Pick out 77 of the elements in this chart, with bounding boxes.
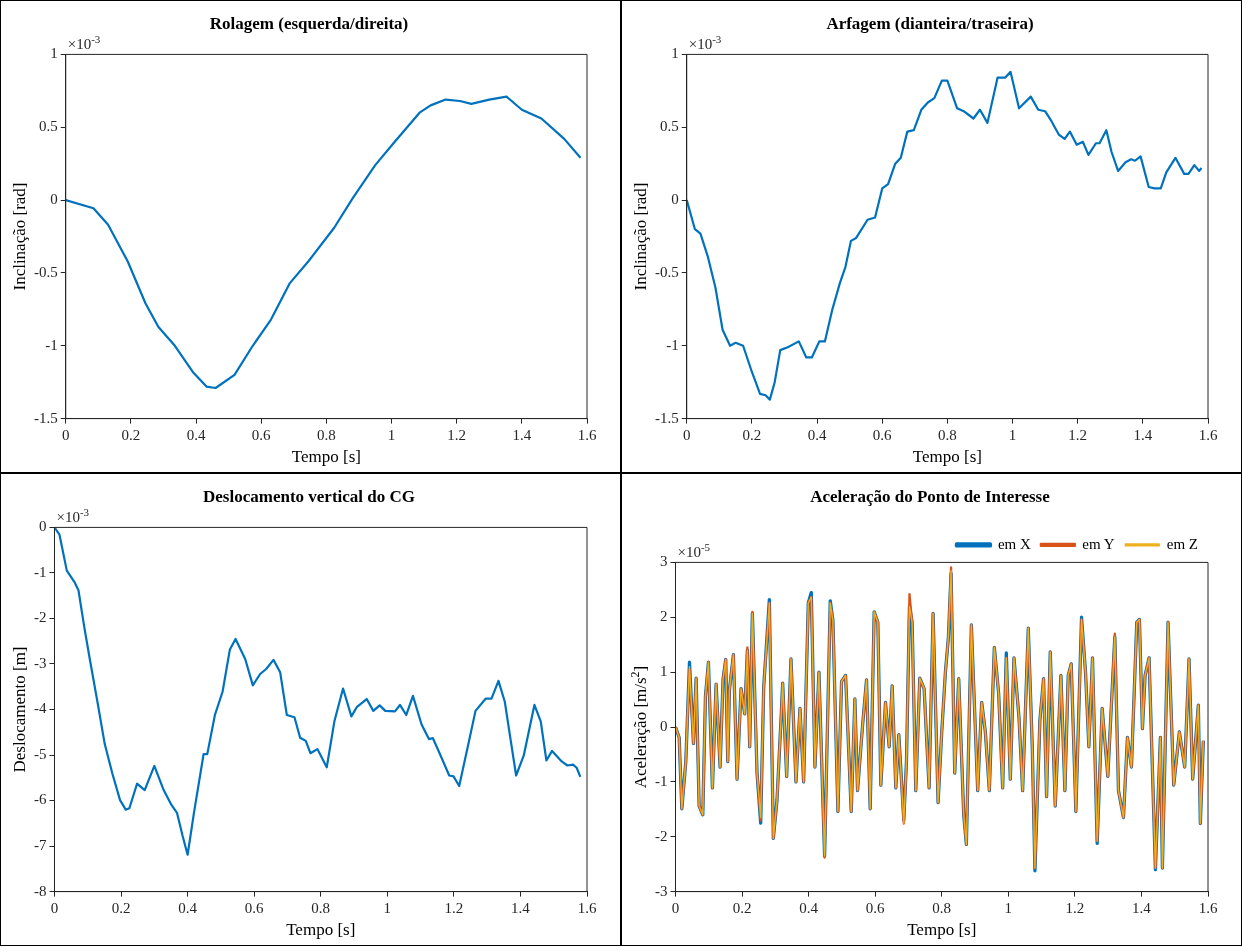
- x-axis-title: Tempo [s]: [912, 446, 982, 466]
- x-tick-label: 0: [61, 426, 69, 443]
- x-tick-label: 1.6: [1198, 899, 1218, 916]
- chart-title: Deslocamento vertical do CG: [202, 486, 415, 506]
- x-axis-title: Tempo [s]: [285, 919, 355, 939]
- y-tick-label: 0: [49, 190, 58, 207]
- x-tick-label: 1.2: [1067, 426, 1087, 443]
- x-tick-label: 0.2: [111, 899, 130, 916]
- chart-title: Arfagem (dianteira/traseira): [825, 13, 1034, 33]
- x-axis-title: Tempo [s]: [906, 919, 976, 939]
- y-tick-label: -8: [33, 882, 46, 899]
- y-tick-label: -1: [33, 563, 46, 580]
- x-tick-label: 0.4: [807, 426, 827, 443]
- x-tick-label: 1: [387, 426, 395, 443]
- x-tick-label: 1.2: [1065, 899, 1084, 916]
- x-tick-label: 1.4: [1132, 426, 1153, 443]
- x-tick-label: 0.6: [865, 899, 885, 916]
- x-tick-label: 1.4: [511, 426, 532, 443]
- x-axis-title: Tempo [s]: [291, 446, 361, 466]
- x-tick-label: 0.8: [310, 899, 330, 916]
- legend-label: em Z: [1166, 535, 1198, 552]
- y-axis-title: Deslocamento [m]: [9, 645, 29, 773]
- x-tick-label: 0.8: [937, 426, 957, 443]
- y-tick-label: 1: [49, 44, 58, 61]
- y-tick-label: -0.5: [654, 263, 679, 280]
- x-tick-label: 0.8: [316, 426, 336, 443]
- y-tick-label: -1: [654, 772, 667, 789]
- x-tick-label: 1.4: [1131, 899, 1151, 916]
- y-tick-label: -4: [33, 699, 47, 716]
- y-tick-label: -7: [33, 836, 47, 853]
- x-tick-label: 1.6: [577, 426, 597, 443]
- y-tick-label: -0.5: [33, 263, 58, 280]
- y-tick-label: -5: [33, 745, 46, 762]
- y-tick-label: -2: [33, 608, 46, 625]
- x-tick-label: 1: [1008, 426, 1016, 443]
- legend-label: em X: [997, 535, 1031, 552]
- y-axis-title: Inclinação [rad]: [630, 181, 650, 291]
- x-tick-label: 0.4: [186, 426, 206, 443]
- y-tick-label: 2: [659, 607, 667, 624]
- y-tick-label: -1.5: [33, 409, 58, 426]
- x-tick-label: 1: [1004, 899, 1012, 916]
- y-tick-label: 1: [659, 662, 667, 679]
- x-tick-label: 0.4: [177, 899, 197, 916]
- y-tick-label: 0.5: [38, 117, 58, 134]
- chart-title: Aceleração do Ponto de Interesse: [809, 486, 1050, 506]
- y-axis-title: Aceleração [m/s2]: [627, 665, 650, 788]
- y-tick-label: 0: [38, 517, 46, 534]
- y-tick-label: 1: [670, 44, 679, 61]
- chart-title: Rolagem (esquerda/direita): [209, 13, 408, 33]
- y-tick-label: -6: [33, 790, 47, 807]
- legend-label: em Y: [1081, 535, 1115, 552]
- x-tick-label: 0: [682, 426, 690, 443]
- y-tick-label: 0: [659, 717, 667, 734]
- x-tick-label: 0.4: [798, 899, 818, 916]
- x-tick-label: 1.6: [1198, 426, 1218, 443]
- y-tick-label: -3: [33, 654, 46, 671]
- y-tick-label: -3: [654, 882, 667, 899]
- x-tick-label: 0.8: [931, 899, 951, 916]
- x-tick-label: 1.6: [577, 899, 597, 916]
- y-tick-label: -1: [665, 336, 679, 353]
- y-tick-label: 0.5: [659, 117, 679, 134]
- x-tick-label: 1: [383, 899, 391, 916]
- y-tick-label: -2: [654, 827, 667, 844]
- x-tick-label: 0.2: [121, 426, 140, 443]
- x-tick-label: 0.6: [244, 899, 264, 916]
- x-tick-label: 0.6: [251, 426, 271, 443]
- y-tick-label: -1.5: [654, 409, 679, 426]
- y-tick-label: -1: [44, 336, 58, 353]
- y-tick-label: 0: [670, 190, 679, 207]
- x-tick-label: 1.2: [444, 899, 463, 916]
- y-tick-label: 3: [659, 552, 667, 569]
- x-tick-label: 1.2: [446, 426, 466, 443]
- y-axis-title: Inclinação [rad]: [9, 181, 29, 291]
- x-tick-label: 0.6: [872, 426, 892, 443]
- x-tick-label: 1.4: [510, 899, 530, 916]
- x-tick-label: 0.2: [742, 426, 761, 443]
- x-tick-label: 0.2: [732, 899, 751, 916]
